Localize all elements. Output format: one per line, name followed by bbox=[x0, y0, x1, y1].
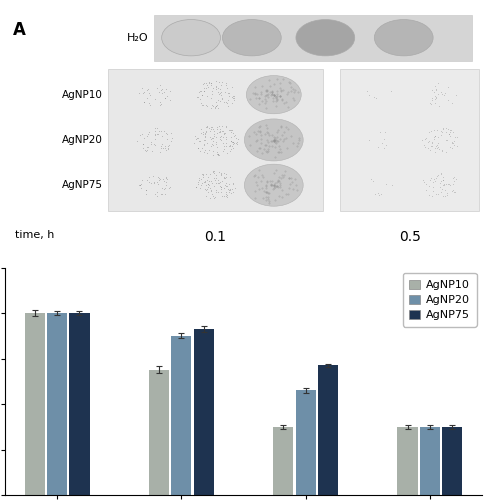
Text: AgNP10: AgNP10 bbox=[62, 90, 103, 100]
Ellipse shape bbox=[296, 20, 355, 56]
Text: 0.5: 0.5 bbox=[399, 230, 421, 244]
Text: time, h: time, h bbox=[15, 230, 54, 240]
Bar bbox=[397, 427, 418, 495]
Bar bbox=[47, 313, 67, 495]
Text: AgNP20: AgNP20 bbox=[62, 135, 103, 145]
Ellipse shape bbox=[246, 76, 301, 114]
FancyBboxPatch shape bbox=[108, 69, 323, 210]
Bar bbox=[318, 366, 338, 495]
FancyBboxPatch shape bbox=[154, 15, 472, 60]
Ellipse shape bbox=[244, 164, 303, 206]
FancyBboxPatch shape bbox=[340, 69, 479, 210]
Bar bbox=[420, 427, 440, 495]
Ellipse shape bbox=[244, 119, 303, 161]
Bar bbox=[273, 427, 293, 495]
Bar bbox=[69, 313, 90, 495]
Ellipse shape bbox=[162, 20, 221, 56]
Text: 0.1: 0.1 bbox=[205, 230, 226, 244]
Text: H₂O: H₂O bbox=[127, 32, 149, 42]
Bar bbox=[149, 370, 169, 495]
Text: A: A bbox=[13, 22, 26, 40]
Bar bbox=[171, 336, 191, 495]
Bar bbox=[296, 390, 316, 495]
Ellipse shape bbox=[223, 20, 281, 56]
Bar bbox=[442, 427, 462, 495]
Bar bbox=[25, 313, 45, 495]
Legend: AgNP10, AgNP20, AgNP75: AgNP10, AgNP20, AgNP75 bbox=[403, 273, 477, 326]
Text: AgNP75: AgNP75 bbox=[62, 180, 103, 190]
Bar bbox=[194, 329, 214, 495]
Ellipse shape bbox=[375, 20, 433, 56]
